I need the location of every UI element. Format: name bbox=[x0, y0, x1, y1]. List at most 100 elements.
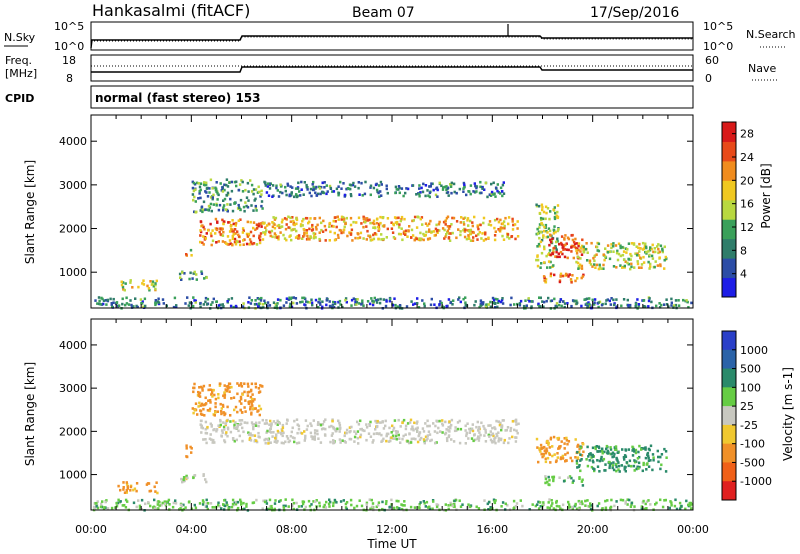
data-cell bbox=[337, 419, 340, 423]
data-cell bbox=[588, 297, 591, 300]
data-cell bbox=[484, 305, 488, 308]
data-cell bbox=[417, 215, 420, 219]
data-cell bbox=[197, 394, 201, 398]
data-cell bbox=[194, 211, 197, 214]
data-cell bbox=[684, 507, 687, 511]
data-cell bbox=[646, 453, 649, 456]
data-cell bbox=[402, 418, 406, 422]
data-cell bbox=[660, 463, 663, 467]
data-cell bbox=[244, 188, 247, 192]
data-cell bbox=[261, 303, 265, 306]
data-cell bbox=[353, 185, 357, 188]
data-cell bbox=[339, 180, 342, 184]
data-cell bbox=[241, 231, 245, 234]
data-cell bbox=[547, 451, 551, 455]
data-cell bbox=[593, 301, 596, 304]
data-cell bbox=[610, 246, 613, 250]
data-cell bbox=[481, 187, 484, 190]
data-cell bbox=[275, 433, 278, 436]
data-cell bbox=[250, 204, 253, 207]
data-cell bbox=[289, 185, 292, 188]
data-cell bbox=[146, 482, 150, 485]
data-cell bbox=[316, 223, 319, 227]
data-cell bbox=[534, 504, 537, 508]
data-cell bbox=[251, 501, 254, 505]
data-cell bbox=[95, 505, 98, 508]
data-cell bbox=[417, 306, 421, 309]
data-cell bbox=[455, 236, 458, 240]
data-cell bbox=[624, 449, 628, 452]
data-cell bbox=[646, 451, 650, 455]
data-cell bbox=[362, 217, 365, 221]
data-cell bbox=[218, 230, 221, 234]
data-cell bbox=[328, 425, 331, 429]
data-cell bbox=[546, 506, 549, 509]
data-cell bbox=[554, 230, 557, 234]
data-cell bbox=[227, 387, 230, 390]
data-cell bbox=[374, 419, 377, 423]
data-cell bbox=[98, 299, 101, 303]
data-cell bbox=[439, 300, 442, 303]
data-cell bbox=[447, 227, 451, 230]
data-cell bbox=[313, 438, 316, 441]
data-cell bbox=[259, 299, 263, 302]
power-colorbar-segment bbox=[722, 160, 736, 181]
data-cell bbox=[647, 305, 650, 308]
data-cell bbox=[224, 388, 227, 391]
data-cell bbox=[415, 237, 418, 241]
data-cell bbox=[413, 215, 417, 219]
data-cell bbox=[371, 221, 375, 225]
data-cell bbox=[102, 507, 106, 511]
data-cell bbox=[193, 408, 197, 412]
velocity-colorbar-segment bbox=[722, 331, 736, 351]
velocity-colorbar-segment bbox=[722, 368, 736, 388]
data-cell bbox=[500, 298, 504, 302]
data-cell bbox=[209, 399, 212, 402]
data-cell bbox=[454, 426, 457, 429]
data-cell bbox=[362, 304, 365, 307]
data-cell bbox=[484, 440, 488, 443]
data-cell bbox=[215, 190, 218, 193]
data-cell bbox=[436, 195, 439, 198]
data-cell bbox=[551, 502, 554, 505]
data-cell bbox=[447, 425, 450, 429]
data-cell bbox=[354, 300, 357, 304]
data-cell bbox=[232, 305, 235, 309]
data-cell bbox=[348, 437, 351, 441]
data-cell bbox=[574, 456, 577, 459]
data-cell bbox=[258, 297, 261, 301]
data-cell bbox=[125, 481, 128, 484]
data-cell bbox=[320, 185, 323, 189]
data-cell bbox=[274, 303, 277, 306]
data-cell bbox=[448, 239, 452, 242]
data-cell bbox=[250, 183, 254, 187]
data-cell bbox=[426, 434, 429, 437]
data-cell bbox=[205, 402, 208, 405]
data-cell bbox=[206, 507, 209, 511]
power-colorbar-segment bbox=[722, 180, 736, 201]
data-cell bbox=[479, 185, 482, 189]
data-cell bbox=[274, 499, 277, 502]
data-cell bbox=[606, 298, 609, 301]
data-cell bbox=[255, 302, 258, 306]
data-cell bbox=[299, 300, 302, 304]
data-cell bbox=[230, 229, 234, 233]
data-cell bbox=[544, 477, 548, 481]
data-cell bbox=[193, 382, 196, 386]
data-cell bbox=[325, 500, 328, 504]
data-cell bbox=[147, 501, 150, 504]
data-cell bbox=[260, 384, 263, 388]
data-cell bbox=[410, 427, 413, 431]
data-cell bbox=[549, 210, 552, 213]
data-cell bbox=[256, 191, 260, 194]
data-cell bbox=[443, 237, 446, 240]
data-cell bbox=[501, 297, 504, 300]
data-cell bbox=[114, 506, 117, 509]
data-cell bbox=[200, 426, 203, 429]
data-cell bbox=[539, 216, 543, 220]
data-cell bbox=[500, 425, 503, 428]
data-cell bbox=[206, 297, 210, 301]
data-cell bbox=[659, 498, 662, 502]
data-cell bbox=[674, 498, 677, 502]
data-cell bbox=[542, 454, 546, 457]
